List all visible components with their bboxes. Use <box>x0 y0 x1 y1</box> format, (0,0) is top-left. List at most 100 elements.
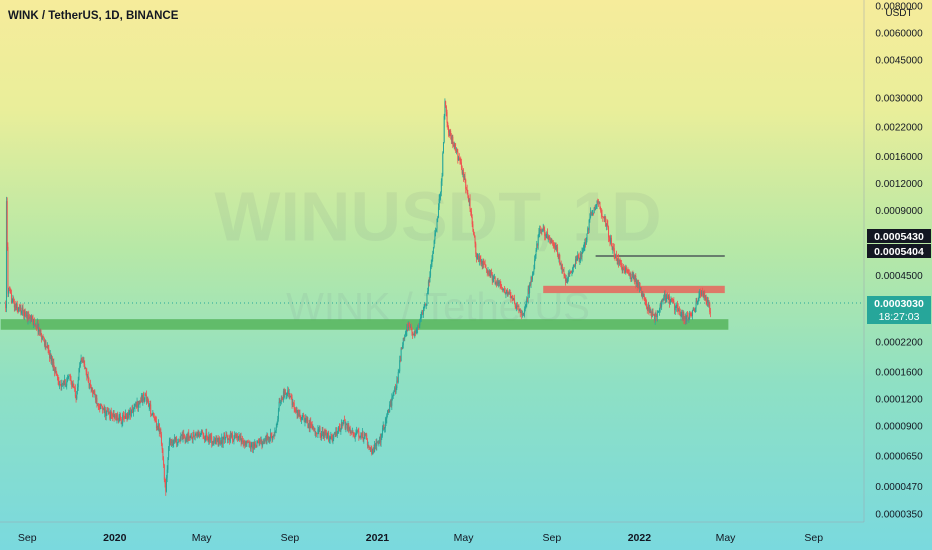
candle-body <box>308 424 310 429</box>
candle-body <box>549 236 551 240</box>
candle-body <box>234 434 236 439</box>
candle-body <box>389 401 391 405</box>
candle-body <box>264 438 266 443</box>
candle-body <box>422 310 424 315</box>
candle-body <box>397 380 399 382</box>
candle-body <box>412 334 414 335</box>
candle-body <box>350 432 352 433</box>
candle-body <box>356 431 358 433</box>
candle-body <box>239 436 241 440</box>
candle-body <box>245 441 247 443</box>
candle-body <box>702 291 704 293</box>
candle-body <box>139 401 141 405</box>
candle-body <box>631 273 633 278</box>
candle-body <box>595 208 597 210</box>
candle-body <box>280 398 282 403</box>
candle-body <box>608 237 610 240</box>
candle-body <box>653 314 655 316</box>
price-tick-label: 0.0000900 <box>875 421 923 432</box>
candle-body <box>99 403 101 409</box>
symbol-title[interactable]: WINK / TetherUS, 1D, BINANCE <box>8 10 179 22</box>
candle-body <box>625 267 627 270</box>
candle-body <box>513 298 515 300</box>
candle-body <box>244 440 246 446</box>
candle-body <box>629 273 631 275</box>
candle-body <box>480 258 482 264</box>
candle-body <box>28 318 30 320</box>
candle-body <box>373 447 375 452</box>
candle-body <box>29 316 31 319</box>
time-tick-label: Sep <box>281 532 300 544</box>
candle-body <box>381 435 383 437</box>
candle-body <box>505 293 507 295</box>
candle-body <box>460 162 462 168</box>
candle-body <box>278 401 280 411</box>
candle-body <box>45 341 47 347</box>
candle-body <box>427 291 429 294</box>
candle-body <box>47 345 49 349</box>
candle-body <box>93 390 95 394</box>
candle-body <box>441 175 443 182</box>
candle-body <box>295 410 297 413</box>
candle-body <box>488 271 490 276</box>
candle-body <box>594 207 596 210</box>
candle-body <box>333 434 335 440</box>
candle-body <box>220 441 222 445</box>
candle-body <box>182 434 184 440</box>
candle-body <box>558 254 560 259</box>
candle-body <box>59 384 61 386</box>
candle-body <box>58 380 60 386</box>
candle-body <box>331 435 333 438</box>
candle-body <box>377 442 379 444</box>
candle-body <box>498 281 500 283</box>
price-axis[interactable]: USDT 0.0080000 0.0060000 0.0045000 0.003000… <box>875 2 923 521</box>
candle-body <box>28 314 30 319</box>
candle-body <box>42 336 44 338</box>
time-axis[interactable]: Sep 2020 May Sep 2021 May Sep 2022 May Sep <box>18 532 823 544</box>
candle-body <box>49 353 51 359</box>
candle-body <box>332 439 334 441</box>
candle-body <box>458 157 460 159</box>
price-axis-unit: USDT <box>885 8 912 19</box>
candle-body <box>130 411 132 417</box>
candle-body <box>465 188 467 190</box>
candle-body <box>267 436 269 439</box>
candle-body <box>525 304 527 307</box>
candle-body <box>35 324 37 328</box>
candle-body <box>249 445 251 449</box>
candle-body <box>133 407 135 409</box>
candle-body <box>679 311 681 317</box>
candle-body <box>322 430 324 438</box>
candle-body <box>460 160 462 163</box>
candle-body <box>448 132 450 136</box>
price-tick-label: 0.0000470 <box>875 482 923 493</box>
candle-body <box>147 400 149 402</box>
candle-body <box>481 260 483 264</box>
candle-body <box>130 409 132 417</box>
candle-body <box>365 434 367 436</box>
candle-body <box>146 400 148 402</box>
candle-body <box>685 316 687 322</box>
candle-body <box>547 236 549 239</box>
candle-body <box>271 435 273 440</box>
candle-body <box>551 240 553 242</box>
candle-body <box>265 438 267 440</box>
candle-body <box>511 296 513 298</box>
candle-body <box>363 438 365 440</box>
candle-body <box>436 218 438 229</box>
candle-body <box>415 330 417 333</box>
candle-body <box>115 417 117 421</box>
price-tick-label: 0.0002200 <box>875 338 923 349</box>
candle-body <box>450 136 452 141</box>
candle-body <box>616 257 618 261</box>
candle-body <box>488 271 490 276</box>
candle-body <box>175 437 177 441</box>
candle-body <box>707 300 709 304</box>
candle-body <box>140 396 142 402</box>
candle-body <box>364 433 366 439</box>
candle-body <box>11 300 13 303</box>
candle-body <box>267 435 269 439</box>
price-tick-label: 0.0009000 <box>875 206 923 217</box>
